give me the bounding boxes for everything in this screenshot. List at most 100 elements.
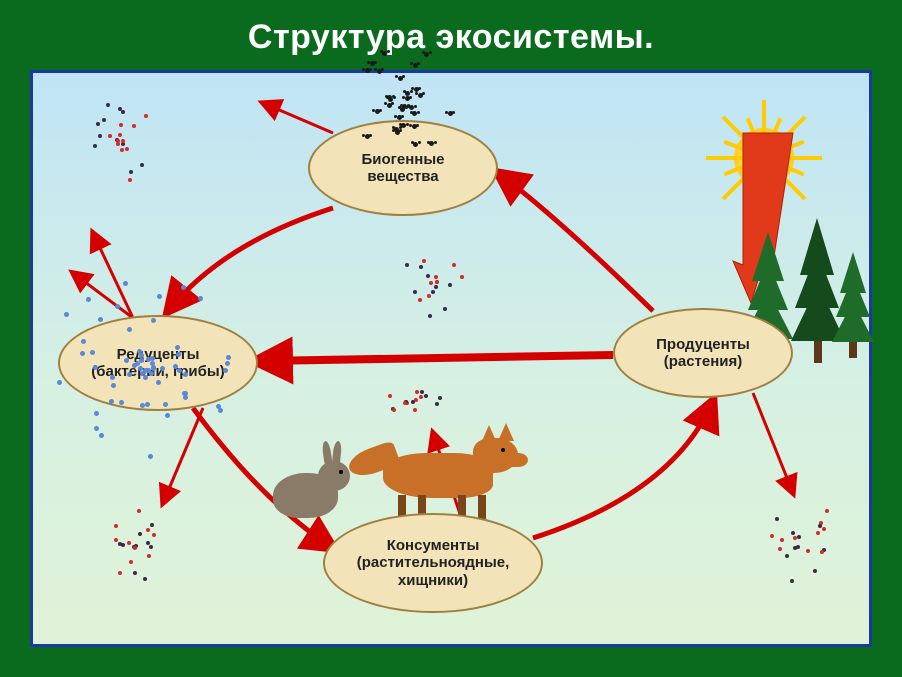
emission-arrow-0 (263, 103, 333, 133)
particle-cluster-4-dot (114, 538, 118, 542)
particle-cluster-4-dot (138, 532, 142, 536)
bacteria-dot (86, 297, 91, 302)
cycle-arrow-1 (498, 173, 653, 311)
particle-cluster-4-dot (150, 523, 154, 527)
particle-cluster-0-dot (93, 144, 97, 148)
particle-cluster-3-dot (413, 408, 417, 412)
particle-cluster-4-dot (137, 509, 141, 513)
particle-cluster-3-dot (419, 395, 423, 399)
particle-cluster-3-dot (392, 408, 396, 412)
node-producers: Продуценты (растения) (613, 308, 793, 398)
particle-cluster-4-dot (149, 545, 153, 549)
particle-cluster-0-dot (121, 110, 125, 114)
particle-cluster-4-dot (127, 541, 131, 545)
node-producers-label: Продуценты (растения) (656, 336, 750, 371)
node-consumers-label: Консументы (растительноядные, хищники) (357, 537, 510, 589)
particle-cluster-2-dot (427, 294, 431, 298)
particle-cluster-3-dot (438, 396, 442, 400)
particle-cluster-4-dot (133, 571, 137, 575)
particle-cluster-4-dot (133, 546, 137, 550)
particle-cluster-3-dot (415, 390, 419, 394)
particle-cluster-5-dot (790, 579, 794, 583)
bacteria-dot (160, 366, 165, 371)
cycle-arrow-2 (533, 401, 713, 538)
bacteria-dot (119, 400, 124, 405)
rabbit-icon (263, 443, 353, 523)
bacteria-dot (94, 426, 99, 431)
bacteria-dot (109, 399, 114, 404)
particle-cluster-5-dot (778, 547, 782, 551)
bacteria-dot (157, 294, 162, 299)
particle-cluster-0-dot (102, 118, 106, 122)
bacteria-dot (226, 355, 231, 360)
bacteria-dot (99, 433, 104, 438)
particle-cluster-5-dot (797, 535, 801, 539)
particle-cluster-2-dot (434, 285, 438, 289)
particle-cluster-5-dot (785, 554, 789, 558)
emission-arrow-5 (753, 393, 793, 493)
particle-cluster-3-dot (435, 402, 439, 406)
bacteria-dot (175, 345, 180, 350)
bacteria-dot (137, 349, 142, 354)
particle-cluster-2-dot (448, 283, 452, 287)
particle-cluster-3-dot (420, 390, 424, 394)
cycle-arrow-0 (168, 208, 333, 311)
bacteria-dot (111, 383, 116, 388)
particle-cluster-5-dot (780, 538, 784, 542)
bacteria-dot (151, 366, 156, 371)
bacteria-dot (156, 380, 161, 385)
particle-cluster-5-dot (822, 527, 826, 531)
node-biogenic: Биогенные вещества (308, 120, 498, 216)
bacteria-dot (64, 312, 69, 317)
bacteria-dot (115, 304, 120, 309)
bacteria-dot (183, 391, 188, 396)
slide-frame: Структура экосистемы. (0, 0, 902, 677)
bacteria-dot (124, 358, 129, 363)
bacteria-dot (150, 356, 155, 361)
particle-cluster-2-dot (443, 307, 447, 311)
particle-cluster-0-dot (144, 114, 148, 118)
particle-cluster-0-dot (96, 122, 100, 126)
particle-cluster-0-dot (128, 178, 132, 182)
diagram-canvas: Биогенные вещества Продуценты (растения) К… (30, 70, 872, 647)
particle-cluster-0-dot (119, 123, 123, 127)
emission-arrow-1 (93, 233, 133, 318)
bacteria-dot (148, 454, 153, 459)
particle-cluster-2-dot (431, 290, 435, 294)
particle-cluster-2-dot (452, 263, 456, 267)
particle-cluster-3-dot (424, 394, 428, 398)
bacteria-dot (181, 285, 186, 290)
particle-cluster-5-dot (791, 531, 795, 535)
particle-cluster-5-dot (806, 549, 810, 553)
particle-cluster-2-dot (413, 290, 417, 294)
cycle-arrow-4 (261, 355, 613, 361)
node-consumers: Консументы (растительноядные, хищники) (323, 513, 543, 613)
particle-cluster-2-dot (422, 259, 426, 263)
particle-cluster-0-dot (129, 170, 133, 174)
bacteria-dot (98, 317, 103, 322)
particle-cluster-4-dot (147, 554, 151, 558)
particle-cluster-5-dot (820, 550, 824, 554)
particle-cluster-5-dot (775, 517, 779, 521)
emission-arrow-3 (163, 408, 203, 503)
particle-cluster-2-dot (419, 265, 423, 269)
particle-cluster-0-dot (98, 134, 102, 138)
particle-cluster-5-dot (816, 531, 820, 535)
bacteria-dot (94, 411, 99, 416)
particle-cluster-0-dot (132, 124, 136, 128)
particle-cluster-4-dot (118, 571, 122, 575)
particle-cluster-5-dot (818, 524, 822, 528)
particle-cluster-2-dot (405, 263, 409, 267)
bacteria-dot (123, 281, 128, 286)
particle-cluster-4-dot (146, 528, 150, 532)
particle-cluster-2-dot (428, 314, 432, 318)
particle-cluster-2-dot (434, 275, 438, 279)
bacteria-dot (81, 339, 86, 344)
particle-cluster-2-dot (460, 275, 464, 279)
bacteria-dot (57, 380, 62, 385)
bacteria-dot (165, 413, 170, 418)
bacteria-dot (127, 372, 132, 377)
particle-cluster-4-dot (129, 560, 133, 564)
particle-cluster-4-dot (143, 577, 147, 581)
bacteria-dot (146, 368, 151, 373)
